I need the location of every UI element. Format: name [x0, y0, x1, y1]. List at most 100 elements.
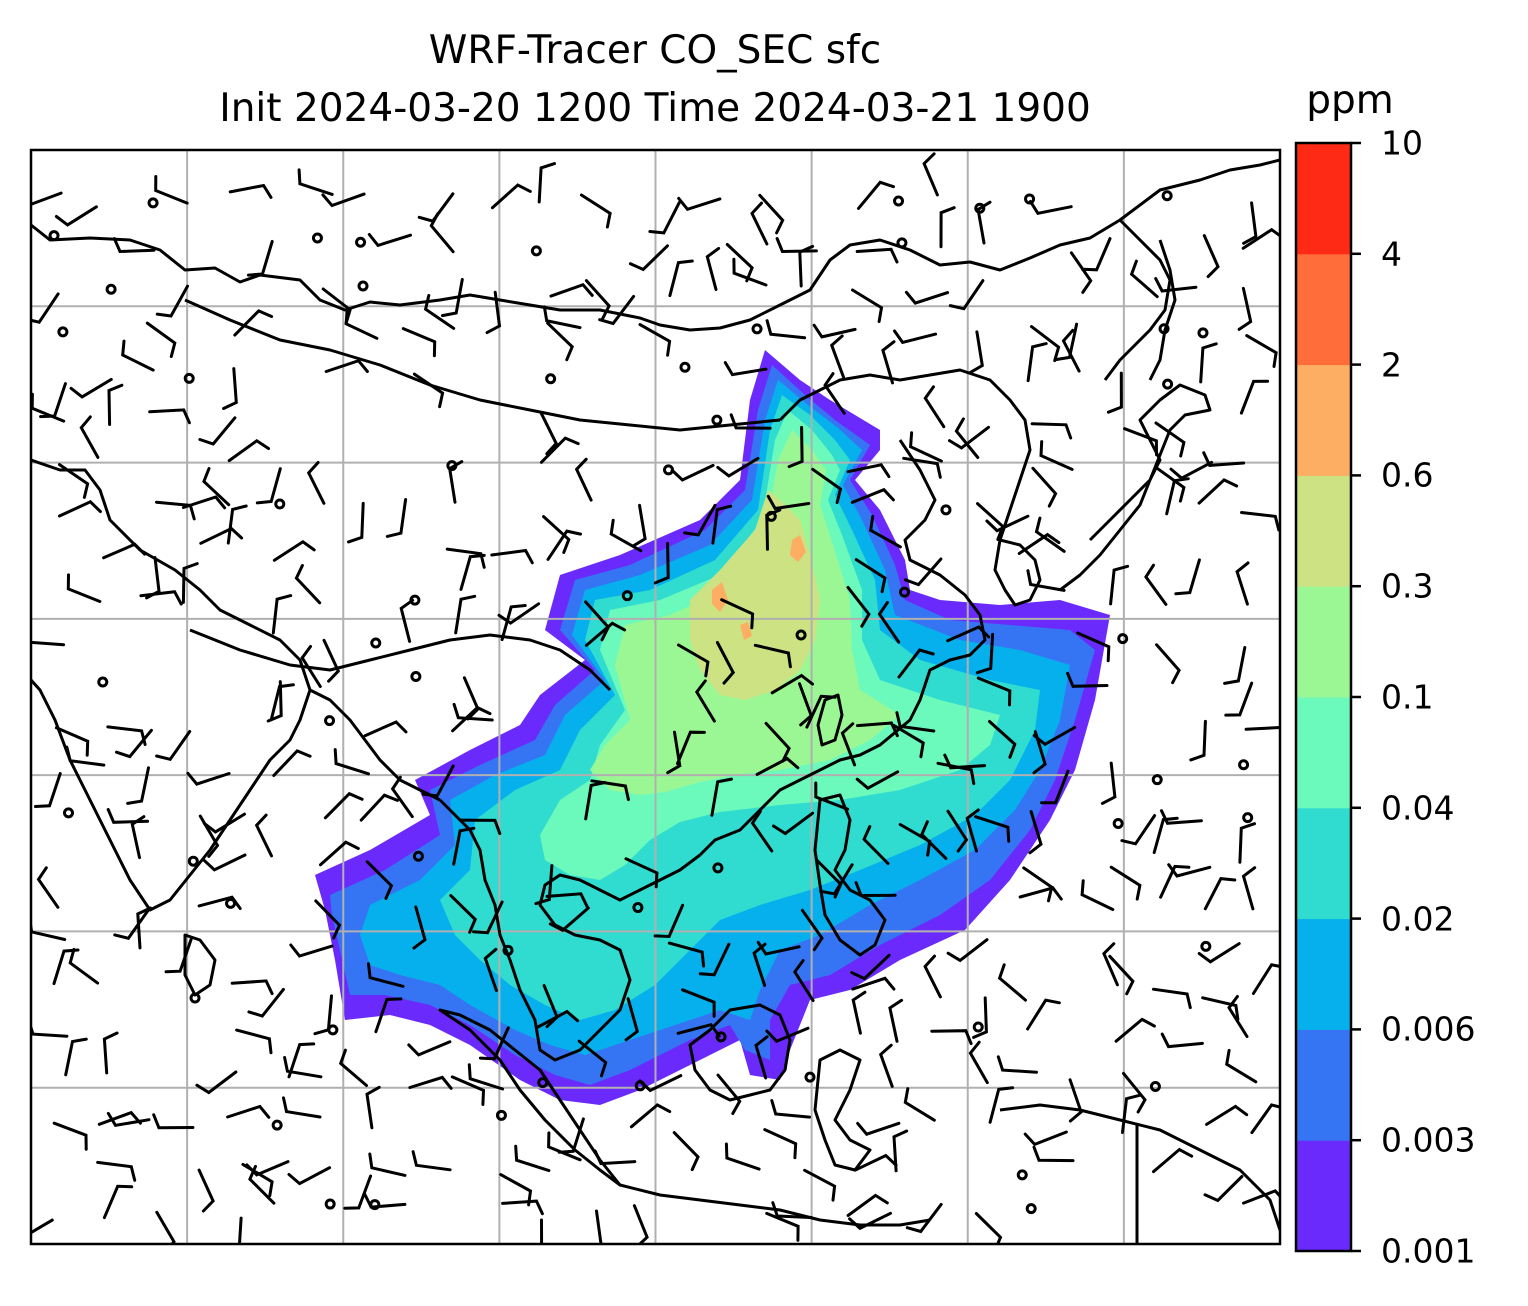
- wind-barb: [1121, 1093, 1142, 1134]
- wind-barb: [574, 457, 593, 502]
- level-03: [690, 490, 820, 700]
- colorbar-segment: [1296, 697, 1351, 809]
- border-china-south: [189, 628, 612, 692]
- colorbar-segment: [1296, 1029, 1351, 1141]
- wind-barb: [534, 864, 554, 906]
- colorbar-segment: [1296, 918, 1351, 1030]
- colorbar-segment: [1296, 1140, 1351, 1252]
- wind-barb: [450, 1075, 486, 1106]
- wind-barb: [365, 1085, 381, 1130]
- wind-barb: [629, 1103, 672, 1129]
- wind-barbs: [31, 152, 1280, 1244]
- border-china-mongolia: [184, 298, 781, 432]
- coastline-borneo: [688, 1003, 792, 1102]
- wind-barb: [1189, 719, 1207, 762]
- wind-barb: [1201, 996, 1240, 1021]
- wind-barb: [1039, 440, 1074, 471]
- wind-barb: [338, 1048, 368, 1087]
- wind-barb: [584, 781, 607, 821]
- wind-barb: [765, 319, 807, 340]
- wind-barb: [445, 547, 486, 569]
- wind-barb: [107, 383, 124, 426]
- wind-barb: [888, 998, 904, 1043]
- wind-barb: [1031, 466, 1058, 508]
- wind-barb: [451, 705, 492, 733]
- wind-barb: [1159, 864, 1191, 899]
- wind-barb: [676, 1022, 721, 1038]
- wind-barb: [34, 772, 62, 808]
- wind-barb: [716, 1073, 742, 1115]
- wind-barb: [459, 818, 502, 835]
- wind-barb: [905, 1202, 943, 1234]
- wind-barb: [628, 244, 669, 272]
- wind-barb: [148, 408, 191, 425]
- colorbar: [1296, 141, 1361, 1253]
- wind-barb: [319, 840, 360, 867]
- wind-barb: [771, 1201, 813, 1219]
- calm-wind-marker: [271, 1119, 283, 1131]
- wind-barb: [1154, 466, 1186, 503]
- wind-barb: [54, 205, 98, 227]
- wind-barb: [401, 327, 437, 358]
- wind-barb: [1054, 322, 1079, 362]
- wind-barb: [1205, 1104, 1249, 1126]
- wind-barb: [677, 643, 710, 678]
- wind-barb: [855, 247, 899, 264]
- colorbar-unit-label: ppm: [1306, 78, 1394, 123]
- wind-barb: [653, 903, 685, 939]
- wind-barb: [248, 1164, 276, 1205]
- calm-wind-marker: [1016, 1169, 1028, 1181]
- colorbar-segment: [1296, 143, 1351, 255]
- wind-barb: [968, 330, 984, 375]
- wind-barb: [892, 724, 925, 759]
- colorbar-tick-label: 0.6: [1381, 455, 1434, 495]
- calm-wind-marker: [1238, 759, 1250, 771]
- wind-barb: [52, 1121, 88, 1151]
- wind-barb: [539, 411, 558, 456]
- level-06-c: [740, 622, 752, 640]
- calm-wind-marker: [311, 232, 323, 244]
- wind-barb: [287, 1166, 332, 1186]
- wind-barb: [869, 514, 902, 549]
- wind-barb: [764, 721, 791, 763]
- wind-barb: [540, 1218, 544, 1244]
- wind-barb: [948, 279, 985, 311]
- calm-wind-marker: [187, 855, 199, 867]
- wind-barb: [115, 728, 153, 759]
- calm-wind-marker: [370, 637, 382, 649]
- coastline-philippines: [813, 793, 887, 957]
- colorbar-tick-label: 10: [1381, 123, 1423, 163]
- wind-barb: [102, 542, 147, 560]
- wind-barb: [79, 415, 100, 459]
- calm-wind-marker: [502, 944, 514, 956]
- wind-barb: [66, 573, 102, 603]
- wind-barb: [139, 590, 183, 606]
- wind-barb: [946, 809, 969, 853]
- calm-wind-marker: [357, 280, 369, 292]
- wind-barb: [367, 233, 412, 248]
- wind-barb: [877, 601, 901, 644]
- wind-barb: [1109, 564, 1130, 606]
- wind-barb: [271, 594, 293, 635]
- wind-barb: [904, 290, 950, 305]
- wind-barb: [1081, 237, 1112, 272]
- wind-barb: [1197, 478, 1239, 505]
- wind-barb: [851, 288, 884, 323]
- wind-barb: [297, 168, 334, 196]
- calm-wind-marker: [495, 1109, 507, 1121]
- wind-barb: [181, 562, 199, 604]
- wind-barb: [343, 1174, 373, 1210]
- calm-wind-marker: [537, 1077, 549, 1089]
- wind-barb: [454, 594, 477, 635]
- wind-barb: [283, 1056, 323, 1079]
- wind-barb: [681, 988, 716, 1018]
- wind-barb: [893, 329, 938, 345]
- wind-barb: [1080, 879, 1115, 911]
- wind-barb: [155, 730, 192, 761]
- wind-barb: [750, 810, 774, 853]
- calm-wind-marker: [1197, 327, 1209, 339]
- wind-barb: [102, 1184, 134, 1220]
- calm-wind-marker: [1200, 940, 1212, 952]
- colorbar-tick-label: 4: [1381, 234, 1402, 274]
- calm-wind-marker: [48, 230, 60, 242]
